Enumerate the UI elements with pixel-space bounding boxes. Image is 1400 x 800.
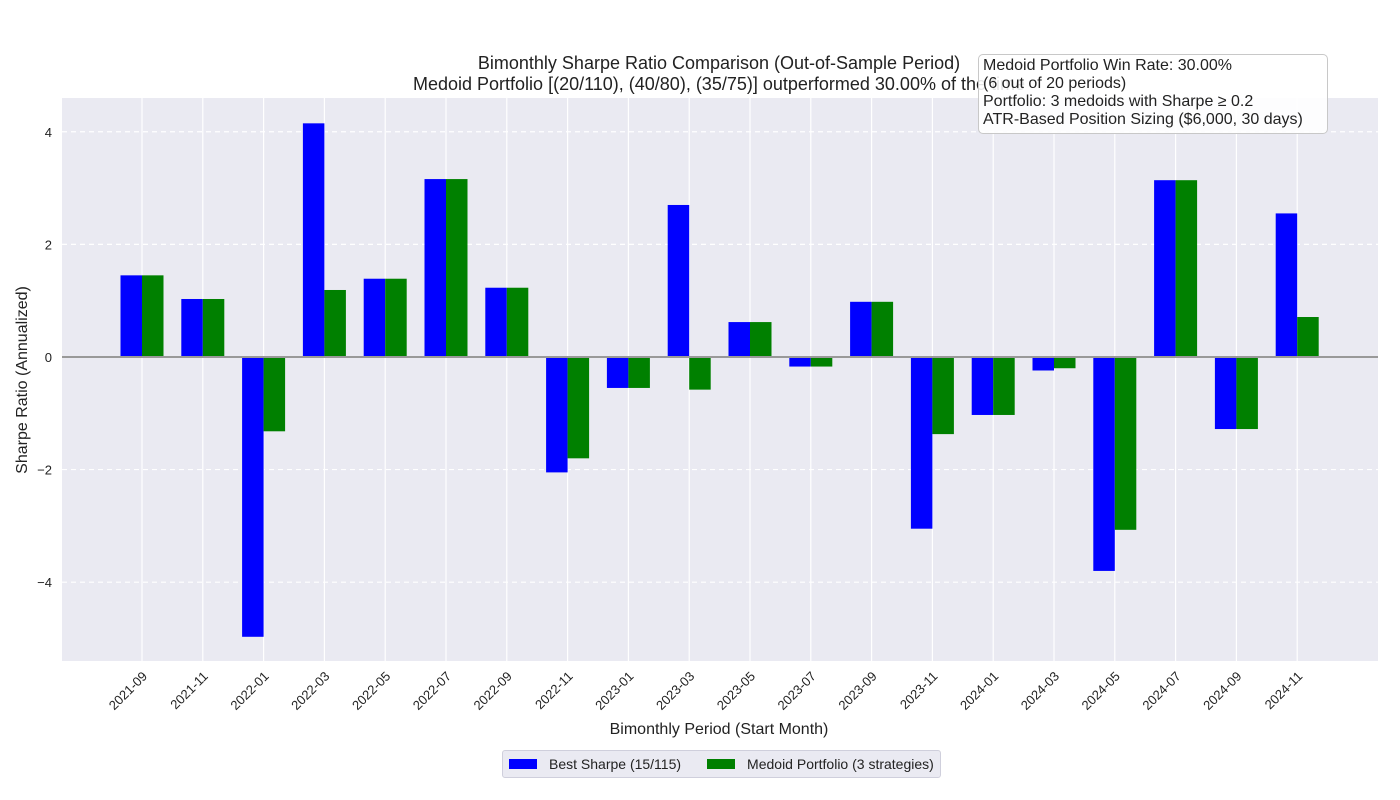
bar-medoid-portfolio xyxy=(1054,356,1076,369)
legend-swatch-medoid xyxy=(707,759,736,769)
win-rate-annotation: Medoid Portfolio Win Rate: 30.00% (6 out… xyxy=(978,54,1328,134)
x-tick-label: 2022-11 xyxy=(532,669,576,713)
bar-best-sharpe xyxy=(728,322,750,357)
bar-medoid-portfolio xyxy=(932,356,954,435)
bar-medoid-portfolio xyxy=(385,278,407,357)
bar-medoid-portfolio xyxy=(1114,356,1137,530)
y-tick-labels: −4 −2 0 2 4 xyxy=(37,125,52,590)
y-tick-label: 2 xyxy=(45,237,52,252)
legend-item-best-sharpe: Best Sharpe (15/115) xyxy=(509,756,681,772)
bar-best-sharpe xyxy=(485,287,507,357)
x-axis-label: Bimonthly Period (Start Month) xyxy=(610,721,829,738)
bar-best-sharpe xyxy=(1154,180,1176,357)
annotation-line: Portfolio: 3 medoids with Sharpe ≥ 0.2 xyxy=(983,93,1254,110)
bar-best-sharpe xyxy=(1275,213,1298,357)
x-tick-labels: 2021-09 2021-11 2022-01 2022-03 2022-05 2022-… xyxy=(106,669,1306,713)
chart-title: Bimonthly Sharpe Ratio Comparison (Out-o… xyxy=(478,53,960,73)
bar-best-sharpe xyxy=(1032,356,1054,371)
legend-label-best-sharpe: Best Sharpe (15/115) xyxy=(549,756,682,772)
bar-best-sharpe xyxy=(667,204,690,357)
bar-best-sharpe xyxy=(546,356,568,473)
x-tick-label: 2022-03 xyxy=(288,669,332,713)
bar-best-sharpe xyxy=(1093,356,1115,571)
x-tick-label: 2022-07 xyxy=(410,669,454,713)
x-tick-label: 2023-09 xyxy=(835,669,879,713)
legend: Best Sharpe (15/115) Medoid Portfolio (3… xyxy=(502,750,941,778)
bar-best-sharpe xyxy=(850,301,872,357)
x-tick-label: 2024-01 xyxy=(957,669,1001,713)
bar-best-sharpe xyxy=(1214,356,1237,430)
x-tick-label: 2021-11 xyxy=(167,669,211,713)
bar-medoid-portfolio xyxy=(993,356,1015,415)
bar-medoid-portfolio xyxy=(871,301,894,357)
bar-best-sharpe xyxy=(242,356,264,637)
bar-medoid-portfolio xyxy=(506,287,529,357)
bar-best-sharpe xyxy=(971,356,994,415)
bar-medoid-portfolio xyxy=(567,356,590,459)
bar-best-sharpe xyxy=(910,356,933,529)
y-tick-label: −2 xyxy=(37,463,52,478)
bar-medoid-portfolio xyxy=(446,179,468,357)
annotation-line: (6 out of 20 periods) xyxy=(983,75,1127,92)
bar-medoid-portfolio xyxy=(324,289,346,357)
bar-medoid-portfolio xyxy=(1175,180,1198,357)
bar-medoid-portfolio xyxy=(628,356,650,388)
bar-medoid-portfolio xyxy=(1297,317,1319,357)
x-tick-label: 2021-09 xyxy=(106,669,150,713)
x-tick-label: 2023-07 xyxy=(775,669,819,713)
bar-best-sharpe xyxy=(789,356,811,367)
bar-best-sharpe xyxy=(302,123,325,357)
bar-medoid-portfolio xyxy=(202,298,225,357)
y-tick-label: 0 xyxy=(45,350,52,365)
x-tick-label: 2024-05 xyxy=(1079,669,1123,713)
x-tick-label: 2023-01 xyxy=(592,669,636,713)
chart-subtitle: Medoid Portfolio [(20/110), (40/80), (35… xyxy=(413,74,1025,94)
legend-swatch-best-sharpe xyxy=(509,759,537,769)
x-tick-label: 2024-03 xyxy=(1018,669,1062,713)
y-tick-label: −4 xyxy=(37,575,52,590)
annotation-line: ATR-Based Position Sizing ($6,000, 30 da… xyxy=(983,111,1303,128)
bar-medoid-portfolio xyxy=(142,275,164,357)
bar-best-sharpe xyxy=(120,275,142,357)
bars xyxy=(120,123,1319,637)
y-axis-label: Sharpe Ratio (Annualized) xyxy=(14,286,31,474)
bar-medoid-portfolio xyxy=(750,322,772,357)
x-tick-label: 2023-03 xyxy=(653,669,697,713)
bar-best-sharpe xyxy=(363,278,386,357)
annotation-line: Medoid Portfolio Win Rate: 30.00% xyxy=(983,57,1233,74)
x-tick-label: 2023-05 xyxy=(714,669,758,713)
bar-medoid-portfolio xyxy=(1236,356,1258,430)
legend-item-medoid: Medoid Portfolio (3 strategies) xyxy=(707,756,934,772)
x-tick-label: 2023-11 xyxy=(897,669,941,713)
bar-medoid-portfolio xyxy=(810,356,833,367)
y-tick-label: 4 xyxy=(45,125,52,140)
bar-best-sharpe xyxy=(424,179,446,357)
bar-medoid-portfolio xyxy=(689,356,711,390)
x-tick-label: 2024-07 xyxy=(1139,669,1183,713)
bar-medoid-portfolio xyxy=(263,356,286,432)
x-tick-label: 2024-09 xyxy=(1200,669,1244,713)
x-tick-label: 2024-11 xyxy=(1262,669,1306,713)
bar-best-sharpe xyxy=(606,356,629,388)
legend-label-medoid: Medoid Portfolio (3 strategies) xyxy=(747,756,934,772)
x-tick-label: 2022-09 xyxy=(471,669,515,713)
bar-best-sharpe xyxy=(181,298,203,357)
x-tick-label: 2022-05 xyxy=(349,669,393,713)
x-tick-label: 2022-01 xyxy=(227,669,271,713)
